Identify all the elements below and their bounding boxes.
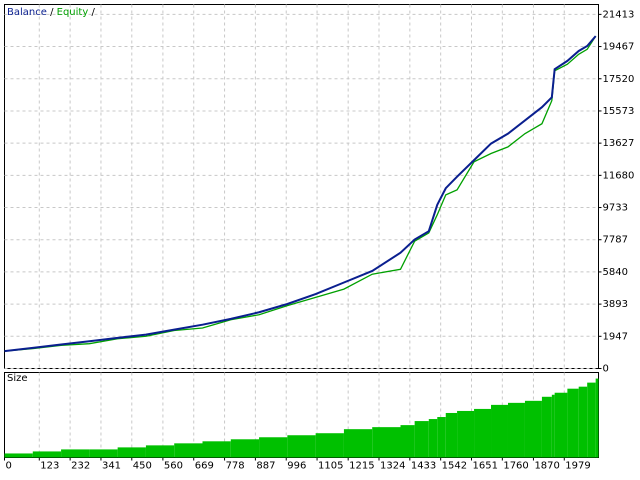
size-bar	[428, 419, 438, 458]
y-tick-label: 9733	[603, 203, 628, 214]
y-tick-label: 0	[603, 364, 609, 375]
x-tick-label: 123	[40, 461, 59, 472]
x-tick-label: 669	[195, 461, 214, 472]
size-bar	[315, 433, 344, 458]
series-line	[4, 35, 597, 353]
size-bar	[595, 378, 599, 458]
size-bar	[507, 402, 525, 458]
size-bar	[491, 404, 508, 458]
x-tick-label: 1979	[565, 461, 590, 472]
size-title: Size	[7, 373, 28, 384]
y-tick-label: 3893	[603, 299, 628, 310]
x-tick-label: 1324	[380, 461, 405, 472]
x-tick-label: 1542	[442, 461, 467, 472]
size-bar	[259, 437, 288, 458]
y-tick-label: 11680	[603, 170, 635, 181]
y-tick-label: 13627	[603, 138, 635, 149]
x-tick-label: 0	[6, 461, 12, 472]
size-bar	[587, 382, 596, 458]
x-tick-label: 341	[102, 461, 121, 472]
size-bar	[524, 400, 542, 458]
size-bar	[89, 449, 118, 458]
y-tick-label: 5840	[603, 267, 628, 278]
x-tick-label: 887	[256, 461, 275, 472]
size-bar	[174, 443, 203, 458]
size-bar	[230, 439, 260, 458]
series-line	[4, 35, 597, 352]
legend-balance: Balance	[7, 7, 47, 18]
y-tick-label: 7787	[603, 235, 628, 246]
size-bar	[551, 394, 555, 458]
y-tick-label: 17520	[603, 74, 635, 85]
size-bar	[474, 408, 492, 458]
size-bar	[117, 447, 146, 458]
legend-sep: /	[50, 7, 54, 18]
size-bar	[457, 410, 475, 458]
x-tick-label: 232	[71, 461, 90, 472]
x-tick-label: 1105	[318, 461, 343, 472]
x-tick-label: 1433	[411, 461, 436, 472]
size-bar	[202, 441, 231, 458]
x-tick-label: 1760	[503, 461, 528, 472]
size-bar	[578, 386, 588, 458]
x-tick-label: 996	[287, 461, 306, 472]
size-bar	[567, 388, 579, 458]
size-bar	[372, 427, 401, 458]
size-bar	[4, 453, 33, 458]
size-bar	[414, 421, 429, 458]
y-tick-label: 19467	[603, 42, 635, 53]
x-tick-label: 1870	[534, 461, 559, 472]
y-tick-label: 1947	[603, 331, 628, 342]
x-tick-label: 450	[133, 461, 152, 472]
legend: Balance / Equity /	[7, 7, 95, 18]
x-tick-label: 1651	[472, 461, 497, 472]
size-bar	[400, 425, 415, 458]
size-bar	[287, 435, 316, 458]
x-tick-label: 560	[164, 461, 183, 472]
x-tick-label: 778	[226, 461, 245, 472]
size-bar	[554, 392, 568, 458]
x-tick-label: 1215	[349, 461, 374, 472]
y-tick-label: 21413	[603, 9, 635, 20]
size-bar	[445, 412, 458, 458]
size-bar	[437, 417, 446, 458]
plot-layer: 0 1947 3893 5840 7787 9733 11680 13627 15573 1752…	[4, 4, 635, 472]
size-bar	[541, 396, 552, 458]
size-bar	[61, 449, 90, 458]
main-panel	[4, 4, 599, 369]
size-bar	[32, 451, 62, 458]
y-tick-label: 15573	[603, 106, 635, 117]
legend-sep: /	[91, 7, 95, 18]
legend-equity: Equity	[57, 7, 89, 18]
size-bar	[145, 445, 175, 458]
size-bar	[343, 429, 373, 458]
